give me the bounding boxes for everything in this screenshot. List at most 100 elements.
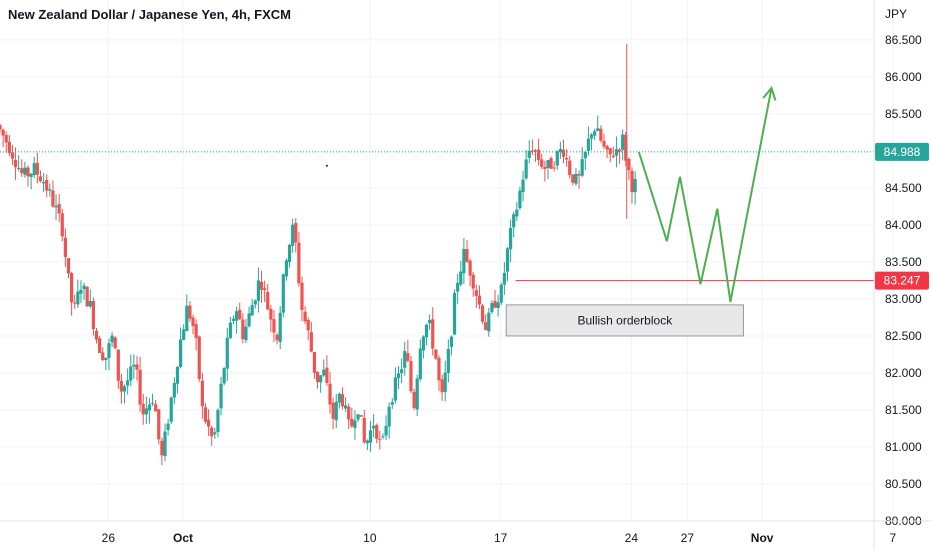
candle-body (452, 292, 457, 335)
price-tick-label: 83.000 (885, 292, 922, 306)
candle-body (440, 379, 444, 393)
candle-body (88, 300, 92, 307)
price-tick-label: 83.500 (885, 255, 922, 269)
candle-body (241, 319, 245, 340)
candle-body (589, 134, 594, 139)
candle-body (287, 245, 292, 263)
candle-body (474, 290, 478, 296)
candle-body (465, 249, 469, 262)
candle-body (235, 311, 239, 321)
candle-body (4, 135, 8, 143)
candle-body (577, 174, 581, 176)
candle-body (228, 322, 232, 338)
candle-body (191, 317, 195, 326)
time-tick-label: 17 (494, 531, 508, 545)
time-tick-label: 27 (681, 531, 695, 545)
candle-body (300, 282, 304, 310)
forecast-path[interactable] (637, 85, 777, 303)
candle-body (119, 381, 124, 392)
candle-body (76, 291, 80, 305)
candle-body (107, 343, 111, 358)
candle-body (328, 383, 332, 405)
candle-body (499, 284, 503, 303)
candle-body (540, 159, 544, 167)
candle-body (390, 402, 394, 405)
candle-body (555, 151, 559, 166)
candle-body (10, 152, 15, 159)
price-axis[interactable]: 86.50086.00085.50085.00084.50084.00083.5… (873, 0, 929, 550)
candle-body (322, 369, 326, 376)
candle-body (471, 274, 475, 289)
candle-body (468, 260, 472, 276)
candle-body (375, 425, 379, 439)
candle-body (343, 405, 348, 409)
time-axis[interactable]: 26 Oct 10 17 24 27 Nov 7 (0, 520, 932, 545)
candle-body (66, 258, 71, 274)
current-price-badge (875, 142, 929, 161)
candle-body (580, 159, 584, 176)
candle-body (126, 380, 130, 386)
candle-body (406, 353, 410, 361)
candle-body (188, 305, 192, 319)
price-tick-label: 81.000 (885, 440, 922, 454)
candle-body (135, 364, 139, 370)
candle-body (20, 168, 24, 174)
candle-body (484, 322, 488, 331)
candle-body (521, 179, 525, 193)
candle-body (446, 348, 450, 374)
forecast-arrowhead (762, 85, 777, 101)
candle-body (356, 414, 360, 420)
candle-body (480, 305, 485, 322)
candle-body (477, 295, 482, 305)
candle-body (116, 349, 120, 381)
candle-body (334, 401, 338, 421)
candle-body (583, 151, 587, 159)
candle-body (493, 300, 497, 308)
time-tick-label: 10 (363, 531, 377, 545)
marker-dot (325, 164, 328, 167)
candle-body (110, 335, 114, 343)
candle-body (586, 138, 591, 151)
candle-body (60, 213, 64, 237)
candle-body (340, 394, 345, 407)
candle-body (294, 222, 298, 243)
candle-body (350, 418, 354, 427)
candle-body (418, 348, 422, 380)
candle-body (206, 419, 211, 427)
candle-body (487, 312, 491, 332)
candle-body (368, 430, 373, 443)
candle-body (546, 160, 550, 169)
candle-body (259, 281, 264, 290)
candle-body (210, 427, 214, 437)
candle-body (169, 397, 173, 422)
candle-body (337, 393, 341, 403)
candle-body (431, 319, 435, 349)
time-tick-label: 24 (625, 531, 639, 545)
candle-body (424, 324, 429, 338)
candle-body (26, 167, 30, 177)
orderblock-zone[interactable]: Bullish orderblock (505, 304, 744, 337)
candle-body (627, 158, 631, 171)
candle-body (593, 131, 597, 136)
candle-body (1, 129, 5, 136)
price-lines (0, 151, 874, 282)
candle-body (533, 150, 538, 152)
candle-body (312, 351, 317, 373)
candle-body (524, 159, 528, 179)
candle-body (94, 331, 99, 340)
candle-body (599, 128, 603, 141)
candle-body (574, 173, 578, 184)
candle-body (449, 336, 454, 347)
orderblock-label: Bullish orderblock (577, 313, 673, 327)
level-price-badge (875, 271, 929, 290)
candle-body (608, 148, 612, 155)
candle-body (231, 318, 236, 321)
candle-body (396, 373, 401, 379)
candle-body (98, 338, 102, 353)
candle-body (571, 174, 575, 183)
candle-body (122, 386, 127, 392)
candle-body (284, 260, 289, 277)
candle-body (462, 248, 466, 274)
